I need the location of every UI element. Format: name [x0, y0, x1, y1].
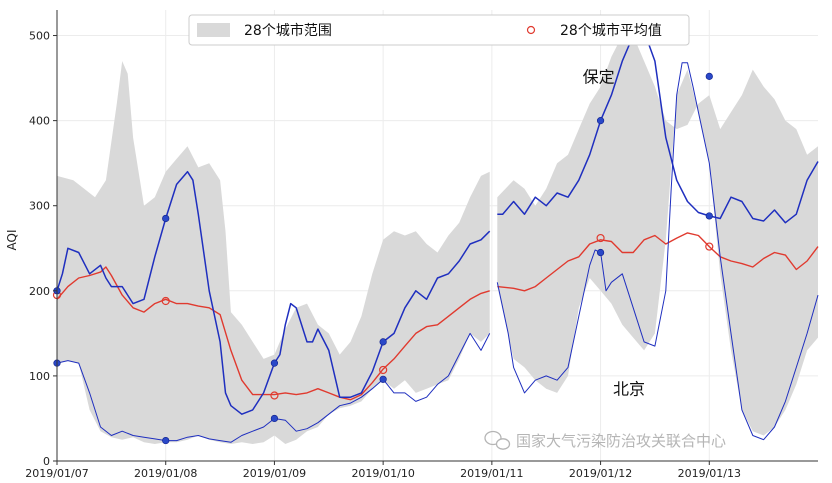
range-band-layer [57, 35, 818, 444]
legend-box [188, 14, 690, 46]
series-line-baoding [56, 170, 491, 415]
city-marker [270, 359, 279, 367]
y-tick-label: 0 [43, 455, 50, 468]
x-tick-label: 2019/01/13 [678, 467, 741, 480]
city-marker [705, 72, 713, 80]
range-band [497, 35, 818, 436]
y-tick-label: 400 [29, 115, 50, 128]
legend-mean-label: 28个城市平均值 [560, 22, 662, 39]
legend-mean-marker [526, 25, 536, 35]
x-tick-label: 2019/01/11 [460, 467, 523, 480]
marker-layer [52, 72, 714, 445]
series-line-mean [497, 232, 819, 292]
y-axis-label: AQI [5, 230, 19, 251]
x-tick-label: 2019/01/08 [134, 467, 197, 480]
annotation-beijing: 北京 [613, 380, 645, 399]
legend: 28个城市范围 28个城市平均值 [188, 14, 690, 46]
series-layer [56, 30, 819, 443]
x-tick-label: 2019/01/10 [351, 467, 414, 480]
city-marker [705, 212, 713, 220]
series-line-mean [56, 266, 490, 401]
x-tick-label: 2019/01/09 [243, 467, 306, 480]
watermark: 国家大气污染防治攻关联合中心 [484, 430, 726, 450]
city-marker [596, 117, 605, 125]
city-marker [162, 436, 170, 445]
axes: 0 100 200 300 400 500 2019/01/07 2019/01/08 2019… [25, 10, 818, 480]
annotation-baoding: 保定 [583, 67, 615, 86]
y-tick-label: 500 [29, 30, 50, 43]
series-line-beijing [496, 62, 819, 441]
mean-marker [161, 296, 170, 306]
x-tick-label: 2019/01/12 [569, 467, 632, 480]
city-marker [270, 414, 279, 423]
x-tick-label: 2019/01/07 [25, 467, 88, 480]
legend-range-swatch [197, 23, 230, 37]
mean-marker [705, 242, 714, 251]
city-marker [162, 214, 170, 223]
y-tick-label: 200 [29, 285, 50, 298]
mean-marker [379, 365, 388, 375]
y-tick-label: 100 [29, 370, 50, 383]
city-marker [379, 375, 387, 383]
legend-range-label: 28个城市范围 [244, 22, 332, 39]
city-marker [379, 338, 387, 346]
y-tick-label: 300 [29, 200, 50, 213]
wechat-icon [484, 430, 511, 450]
mean-marker [270, 391, 279, 400]
watermark-text: 国家大气污染防治攻关联合中心 [516, 432, 726, 450]
range-band [57, 61, 490, 444]
series-line-baoding [497, 30, 819, 224]
city-marker [596, 248, 605, 257]
mean-marker [596, 233, 605, 243]
